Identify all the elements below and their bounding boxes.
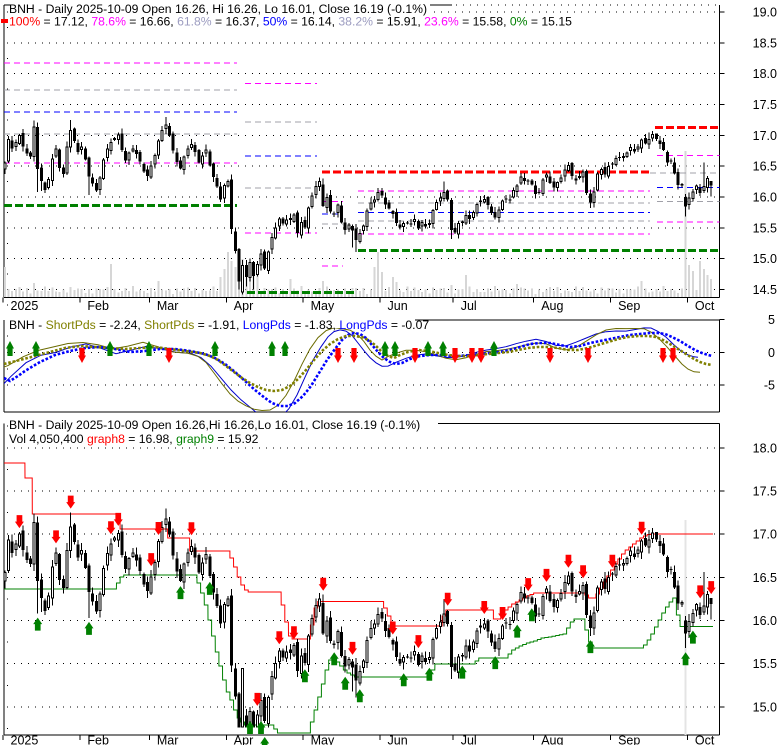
svg-text:17.5: 17.5	[753, 98, 777, 112]
svg-text:Jun: Jun	[388, 299, 408, 313]
svg-text:100% = 17.12, 78.6% = 16.66, 6: 100% = 17.12, 78.6% = 16.66, 61.8% = 16.…	[9, 15, 572, 29]
svg-text:BNH - Daily 2025-10-09 Open 16: BNH - Daily 2025-10-09 Open 16.26,Hi 16.…	[9, 418, 420, 432]
svg-text:0: 0	[768, 346, 775, 360]
svg-text:Apr: Apr	[234, 299, 253, 313]
svg-text:Jun: Jun	[388, 734, 408, 746]
svg-text:May: May	[311, 299, 335, 313]
svg-text:16.5: 16.5	[753, 160, 777, 174]
svg-text:16.0: 16.0	[753, 191, 777, 205]
svg-text:Feb: Feb	[87, 734, 109, 746]
svg-text:5: 5	[768, 313, 775, 327]
svg-text:Feb: Feb	[87, 299, 109, 313]
svg-text:Apr: Apr	[234, 734, 253, 746]
svg-text:17.0: 17.0	[753, 528, 777, 542]
svg-text:Vol 4,050,400 graph8 = 16.98,: Vol 4,050,400 graph8 = 16.98, graph9 = 1…	[9, 432, 259, 446]
svg-text:Aug: Aug	[541, 734, 563, 746]
svg-text:17.5: 17.5	[753, 485, 777, 499]
svg-text:18.0: 18.0	[753, 441, 777, 455]
svg-text:15.0: 15.0	[753, 700, 777, 714]
svg-text:Mar: Mar	[157, 299, 179, 313]
svg-text:Sep: Sep	[618, 299, 640, 313]
svg-text:BNH - ShortPds = -2.24, ShortP: BNH - ShortPds = -2.24, ShortPds = -1.91…	[9, 318, 429, 332]
svg-text:Aug: Aug	[541, 299, 563, 313]
svg-text:18.5: 18.5	[753, 36, 777, 50]
svg-text:Jul: Jul	[461, 299, 477, 313]
svg-text:May: May	[311, 734, 335, 746]
svg-text:Oct: Oct	[695, 299, 715, 313]
svg-text:17.0: 17.0	[753, 129, 777, 143]
svg-text:16.5: 16.5	[753, 571, 777, 585]
svg-text:2025: 2025	[11, 299, 39, 313]
svg-text:15.5: 15.5	[753, 657, 777, 671]
svg-text:14.5: 14.5	[753, 283, 777, 297]
svg-text:15.5: 15.5	[753, 221, 777, 235]
svg-text:19.0: 19.0	[753, 6, 777, 20]
svg-text:15.0: 15.0	[753, 252, 777, 266]
svg-text:Jul: Jul	[461, 734, 477, 746]
svg-text:Sep: Sep	[618, 734, 640, 746]
svg-text:18.0: 18.0	[753, 67, 777, 81]
svg-text:Mar: Mar	[157, 734, 179, 746]
svg-text:2025: 2025	[11, 734, 39, 746]
svg-text:-5: -5	[764, 379, 775, 393]
svg-text:16.0: 16.0	[753, 614, 777, 628]
svg-text:Oct: Oct	[695, 734, 715, 746]
